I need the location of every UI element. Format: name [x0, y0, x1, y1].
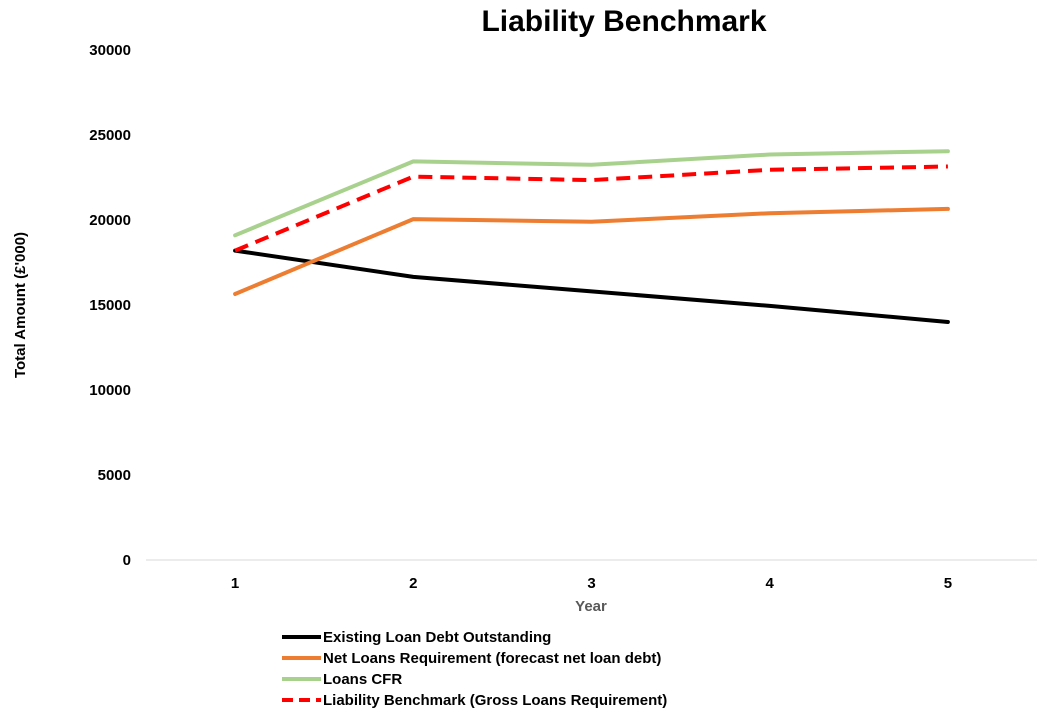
series-line-3: [233, 149, 950, 238]
y-tick-label: 0: [123, 552, 131, 569]
y-tick-label: 25000: [89, 127, 131, 144]
legend-label: Loans CFR: [323, 671, 402, 688]
chart-title: Liability Benchmark: [481, 5, 766, 38]
x-tick-labels: 1 2 3 4 5: [231, 575, 952, 592]
x-tick-label: 4: [766, 575, 775, 592]
x-tick-label: 2: [409, 575, 417, 592]
y-tick-label: 30000: [89, 42, 131, 59]
series-line-2: [233, 206, 950, 296]
series-lines: [233, 149, 950, 324]
legend-label: Liability Benchmark (Gross Loans Require…: [323, 692, 667, 709]
legend-label: Existing Loan Debt Outstanding: [323, 629, 551, 646]
y-tick-labels: 0 5000 10000 15000 20000 25000 30000: [89, 42, 131, 569]
y-axis-label: Total Amount (£'000): [12, 232, 29, 378]
x-tick-label: 1: [231, 575, 239, 592]
x-tick-label: 3: [587, 575, 595, 592]
y-tick-label: 15000: [89, 297, 131, 314]
x-tick-label: 5: [944, 575, 952, 592]
y-tick-label: 10000: [89, 382, 131, 399]
x-axis-label: Year: [575, 598, 607, 615]
series-line-4: [234, 164, 948, 253]
series-line-1: [233, 248, 950, 324]
legend: Existing Loan Debt Outstanding Net Loans …: [282, 629, 667, 709]
y-tick-label: 20000: [89, 212, 131, 229]
y-tick-label: 5000: [98, 467, 131, 484]
legend-label: Net Loans Requirement (forecast net loan…: [323, 650, 661, 667]
